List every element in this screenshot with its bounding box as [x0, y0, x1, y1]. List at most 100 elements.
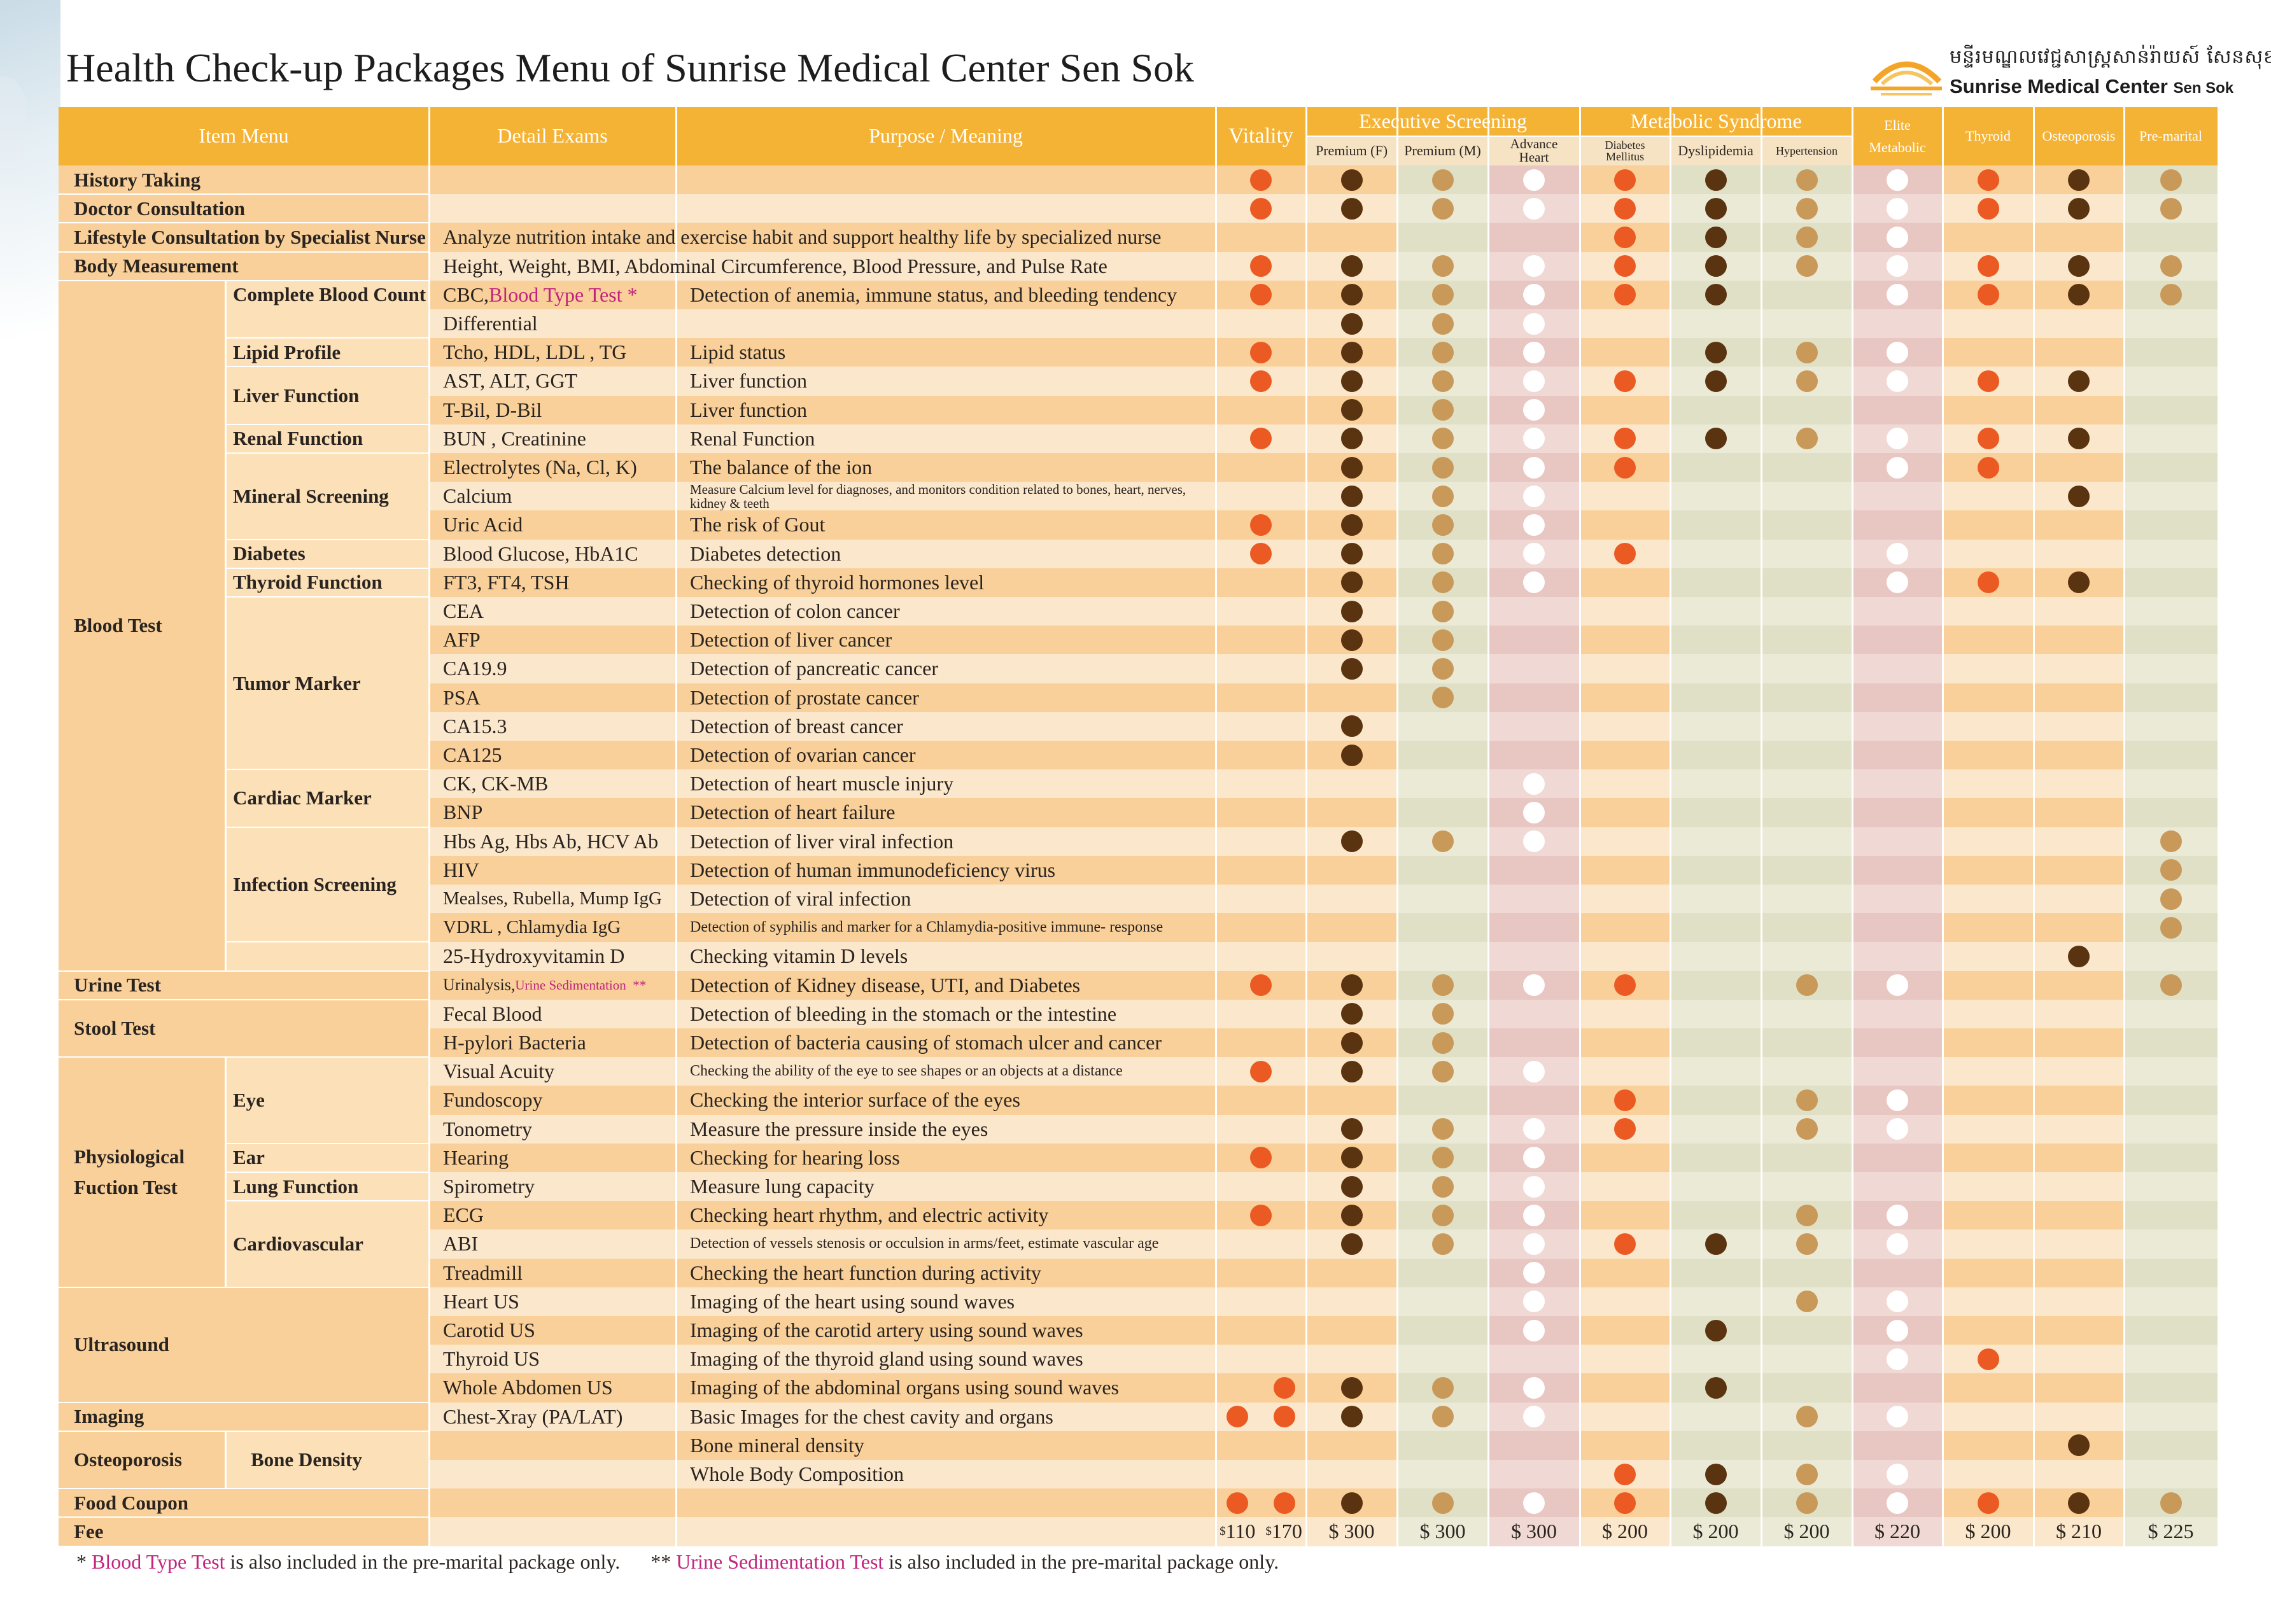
- table-cell-bg: [1216, 1172, 1306, 1201]
- subcategory-complete-blood-count: Complete Blood Count: [233, 283, 426, 306]
- table-cell-bg: [2034, 999, 2124, 1028]
- table-cell-bg: [1943, 309, 2034, 339]
- table-cell-bg: [1216, 654, 1306, 683]
- table-cell-bg: [2124, 539, 2218, 568]
- table-cell-bg: [429, 1488, 676, 1518]
- brown-dot-icon: [1705, 169, 1727, 191]
- brown-dot-icon: [1705, 1319, 1727, 1341]
- row-purpose-text: Lipid status: [690, 340, 786, 364]
- table-cell-bg: [1852, 1517, 1943, 1546]
- table-cell-bg: [2124, 1258, 2218, 1287]
- table-cell-bg: [1488, 223, 1580, 252]
- table-cell-bg: [1852, 510, 1943, 540]
- white-dot-icon: [1523, 974, 1545, 997]
- brown-dot-icon: [1340, 1175, 1363, 1198]
- table-cell-bg: [1216, 309, 1306, 339]
- table-cell-bg: [1580, 1201, 1670, 1230]
- table-cell-bg: [676, 367, 1216, 396]
- table-cell-bg: [2034, 395, 2124, 424]
- orange-dot-icon: [1614, 370, 1636, 392]
- white-dot-icon: [1887, 197, 1908, 220]
- column-divider: [1215, 107, 1217, 1546]
- tan-dot-icon: [2160, 830, 2182, 853]
- table-cell-bg: [1306, 942, 1397, 971]
- table-cell-bg: [429, 1517, 676, 1546]
- table-cell-bg: [1580, 1057, 1670, 1086]
- brown-dot-icon: [1340, 456, 1363, 479]
- table-cell-bg: [1761, 1345, 1852, 1374]
- fee-premium-f: $ 300: [1328, 1520, 1375, 1543]
- white-dot-icon: [1887, 341, 1908, 363]
- table-cell-bg: [1580, 741, 1670, 770]
- table-cell-bg: [1397, 1431, 1488, 1460]
- row-detail-text: Differential: [443, 309, 676, 338]
- row-detail-text: PSA: [443, 683, 676, 712]
- orange-dot-icon: [1977, 456, 1999, 479]
- table-cell-bg: [1488, 1345, 1580, 1374]
- row-purpose-text: Checking heart rhythm, and electric acti…: [690, 1203, 1049, 1227]
- detail-exam-label: Chest-Xray (PA/LAT): [443, 1404, 623, 1428]
- table-cell-bg: [2034, 769, 2124, 799]
- table-cell-bg: [429, 1143, 676, 1172]
- orange-dot-icon: [1250, 255, 1272, 277]
- table-cell-bg: [1397, 942, 1488, 971]
- table-cell-bg: [1580, 855, 1670, 885]
- table-cell-bg: [2124, 597, 2218, 626]
- table-cell-bg: [2124, 482, 2218, 511]
- tan-dot-icon: [1431, 658, 1454, 680]
- table-cell-bg: [2124, 1402, 2218, 1431]
- table-cell-bg: [2034, 1057, 2124, 1086]
- row-detail-text: Tcho, HDL, LDL , TG: [443, 338, 676, 367]
- detail-exam-label: Thyroid US: [443, 1347, 540, 1371]
- table-cell-bg: [2124, 741, 2218, 770]
- row-detail-text: Analyze nutrition intake and exercise ha…: [443, 225, 1162, 249]
- table-cell-bg: [429, 1086, 676, 1115]
- row-detail-text: Treadmill: [443, 1259, 676, 1287]
- row-purpose-text: Detection of heart failure: [690, 801, 896, 824]
- white-dot-icon: [1523, 456, 1545, 479]
- fee-diabetes: $ 200: [1602, 1520, 1648, 1543]
- table-cell-bg: [1306, 1287, 1397, 1316]
- fee-vitality-2: 170: [1271, 1520, 1302, 1543]
- tan-dot-icon: [1431, 543, 1454, 565]
- tan-dot-icon: [1431, 1118, 1454, 1140]
- table-cell-bg: [429, 424, 676, 453]
- table-cell-bg: [1580, 510, 1670, 540]
- detail-exam-label: CBC,: [443, 283, 489, 306]
- category-stool-test: Stool Test: [74, 1016, 156, 1039]
- table-cell-bg: [2124, 1172, 2218, 1201]
- table-cell-bg: [2124, 1229, 2218, 1259]
- detail-exam-label: Tonometry: [443, 1117, 532, 1140]
- table-cell-bg: [429, 568, 676, 597]
- brown-dot-icon: [1340, 1147, 1363, 1169]
- fee-dollar-sign: $: [1265, 1524, 1272, 1538]
- row-detail-text: Thyroid US: [443, 1345, 676, 1373]
- white-dot-icon: [1523, 1233, 1545, 1255]
- table-cell-bg: [1943, 1431, 2034, 1460]
- row-detail-text: VDRL , Chlamydia IgG: [443, 913, 676, 942]
- logo-khmer-text: មន្ទីរមណ្ឌលវេជ្ជសាស្ត្រសាន់រ៉ាយស៍ សែនសុខ: [1950, 46, 2271, 68]
- tan-dot-icon: [1796, 341, 1818, 363]
- row-detail-text: Urinalysis, Urine Sedimentation **: [443, 971, 676, 1000]
- white-dot-icon: [1523, 773, 1545, 795]
- row-detail-text: Electrolytes (Na, Cl, K): [443, 453, 676, 482]
- category-food-coupon: Food Coupon: [74, 1491, 189, 1514]
- column-divider: [2033, 107, 2035, 1546]
- table-cell-bg: [2034, 1316, 2124, 1345]
- orange-dot-icon: [1614, 227, 1636, 248]
- table-cell-bg: [429, 1431, 676, 1460]
- table-cell-bg: [2124, 1086, 2218, 1115]
- tan-dot-icon: [1431, 169, 1454, 191]
- table-cell-bg: [1761, 1431, 1852, 1460]
- header-item-menu: Item Menu: [199, 124, 289, 148]
- detail-exam-label: Hearing: [443, 1145, 509, 1169]
- brown-dot-icon: [1340, 1060, 1363, 1082]
- table-cell-bg: [1761, 280, 1852, 309]
- tan-dot-icon: [1431, 1060, 1454, 1082]
- table-cell-bg: [1761, 999, 1852, 1028]
- detail-exam-label: CA15.3: [443, 714, 507, 738]
- fee-dyslipidemia: $ 200: [1692, 1520, 1739, 1543]
- orange-dot-icon: [1614, 1233, 1636, 1255]
- header-advance-heart-line2: Heart: [1519, 150, 1549, 165]
- detail-exam-label: ECG: [443, 1203, 484, 1227]
